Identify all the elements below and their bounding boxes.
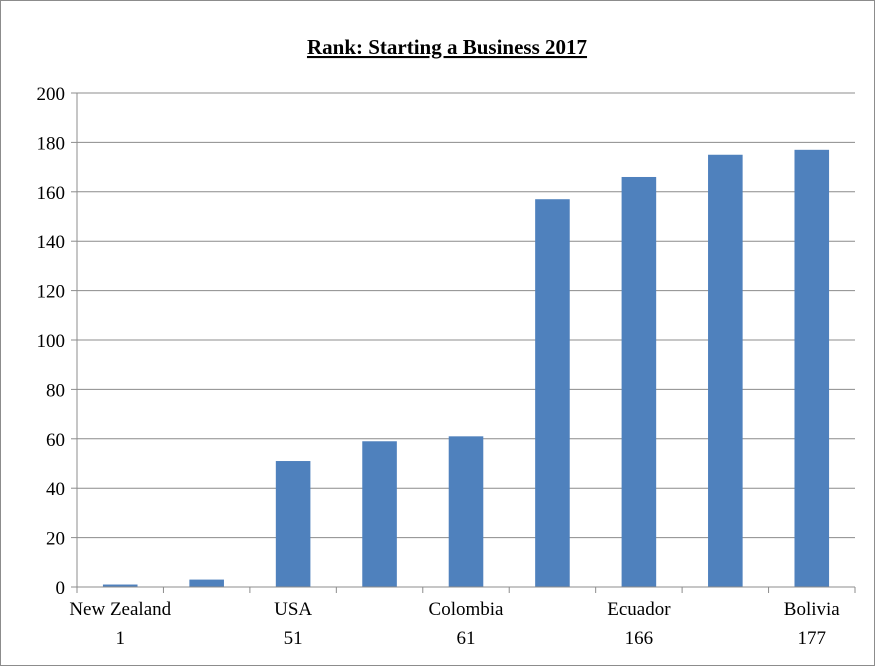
x-tick-rank-label: 177 <box>798 628 827 649</box>
y-tick-label: 140 <box>37 232 66 253</box>
x-tick-label: Colombia <box>429 599 505 620</box>
bar <box>189 579 224 587</box>
x-tick-label: USA <box>274 599 312 620</box>
x-tick-label: New Zealand <box>69 599 171 620</box>
x-axis: New Zealand 1 USA 51 Colombia 61 Ecuador 166 Bol… <box>69 586 856 649</box>
bar <box>275 461 311 587</box>
y-tick-label: 80 <box>46 380 65 401</box>
bar <box>362 441 397 587</box>
y-tick-label: 40 <box>46 479 65 500</box>
bars <box>102 149 830 588</box>
y-tick-label: 100 <box>37 331 66 352</box>
x-tick-rank-label: 61 <box>457 628 476 649</box>
y-tick-label: 60 <box>46 430 65 451</box>
y-tick-label: 200 <box>37 84 66 105</box>
x-tick-rank-label: 166 <box>625 628 654 649</box>
bar <box>448 436 484 587</box>
x-tick-rank-label: 1 <box>115 628 125 649</box>
bar <box>102 584 138 587</box>
x-tick-rank-label: 51 <box>284 628 303 649</box>
bar <box>708 154 743 587</box>
bar <box>794 149 830 587</box>
bar <box>535 199 570 587</box>
y-axis: 0 20 40 60 80 100 120 140 160 180 200 <box>37 84 78 599</box>
y-tick-label: 20 <box>46 529 65 550</box>
y-tick-label: 0 <box>56 578 66 599</box>
x-tick-label: Bolivia <box>784 599 841 620</box>
chart-title: Rank: Starting a Business 2017 <box>307 35 587 59</box>
y-tick-label: 120 <box>37 282 66 303</box>
x-tick-label: Ecuador <box>607 599 671 620</box>
y-tick-label: 180 <box>37 133 66 154</box>
y-tick-label: 160 <box>37 183 66 204</box>
bar <box>621 176 657 588</box>
